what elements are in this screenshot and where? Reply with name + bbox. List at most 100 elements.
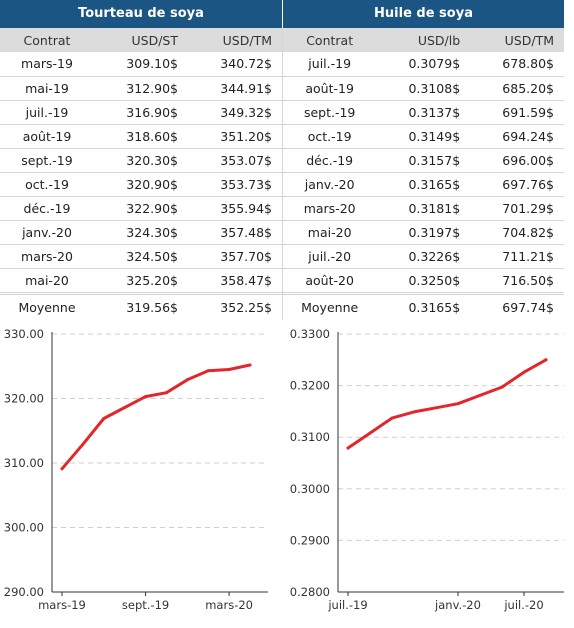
column-header: USD/ST: [94, 28, 188, 52]
contract-cell: juil.-19: [0, 100, 94, 125]
table-row: mars-20 324.50$ 357.70$: [0, 244, 282, 269]
price-cell: 357.70$: [188, 244, 282, 269]
x-tick-label: janv.-20: [434, 598, 481, 612]
table-row: mai-20 0.3197$ 704.82$: [282, 220, 564, 245]
x-tick-label: juil.-20: [503, 598, 543, 612]
y-tick-label: 0.3100: [290, 430, 330, 444]
contract-cell: août-19: [282, 76, 377, 101]
column-header: Contrat: [282, 28, 377, 52]
price-cell: 0.3181$: [376, 196, 471, 221]
table-row: août-19 318.60$ 351.20$: [0, 124, 282, 149]
table-row: juil.-19 0.3079$ 678.80$: [282, 52, 564, 77]
table-row: juil.-20 0.3226$ 711.21$: [282, 244, 564, 269]
price-cell: 711.21$: [470, 244, 564, 269]
price-cell: 716.50$: [470, 268, 564, 293]
contract-cell: mai-20: [0, 268, 94, 293]
table-row: juil.-19 316.90$ 349.32$: [0, 100, 282, 125]
table-row: mai-19 312.90$ 344.91$: [0, 76, 282, 101]
price-cell: 309.10$: [94, 52, 188, 77]
price-cell: 351.20$: [188, 124, 282, 149]
soyoil-chart-svg: 0.2800 0.2900 0.3000 0.3100 0.3200 0.3300 juil…: [290, 327, 564, 612]
y-tick-label: 0.2900: [290, 533, 330, 547]
price-cell: 320.30$: [94, 148, 188, 173]
price-cell: 344.91$: [188, 76, 282, 101]
price-cell: 358.47$: [188, 268, 282, 293]
series-line: [346, 358, 548, 450]
price-cell: 322.90$: [94, 196, 188, 221]
table-row: déc.-19 322.90$ 355.94$: [0, 196, 282, 221]
contract-cell: mars-20: [0, 244, 94, 269]
table-row: oct.-19 320.90$ 353.73$: [0, 172, 282, 197]
soymeal-title: Tourteau de soya: [0, 0, 282, 28]
table-row: mars-20 0.3181$ 701.29$: [282, 196, 564, 221]
contract-cell: juil.-19: [282, 52, 377, 77]
y-tick-label: 320.00: [4, 392, 44, 406]
contract-cell: août-20: [282, 268, 377, 293]
contract-cell: mars-19: [0, 52, 94, 77]
soymeal-chart-svg: 290.00 300.00 310.00 320.00 330.00 mars-19 sep…: [4, 327, 268, 612]
price-cell: 0.3165$: [376, 172, 471, 197]
price-cell: 0.3250$: [376, 268, 471, 293]
price-cell: 349.32$: [188, 100, 282, 125]
soyoil-title: Huile de soya: [283, 0, 564, 28]
price-cell: 696.00$: [470, 148, 564, 173]
price-cell: 340.72$: [188, 52, 282, 77]
contract-cell: oct.-19: [0, 172, 94, 197]
data-point: [500, 385, 504, 389]
x-tick-label: juil.-19: [327, 598, 367, 612]
price-cell: 691.59$: [470, 100, 564, 125]
average-value: 319.56$: [126, 299, 178, 315]
data-point: [544, 358, 548, 362]
x-tick-label: mars-20: [205, 598, 253, 612]
data-point: [522, 370, 526, 374]
column-header: USD/TM: [188, 28, 282, 52]
price-cell: 694.24$: [470, 124, 564, 149]
price-cell: 357.48$: [188, 220, 282, 245]
soymeal-table: Contrat USD/ST USD/TM mars-19 309.10$ 340.…: [0, 28, 282, 320]
price-cell: 701.29$: [470, 196, 564, 221]
price-cell: 685.20$: [470, 76, 564, 101]
table-row: sept.-19 0.3137$ 691.59$: [282, 100, 564, 125]
data-point: [368, 431, 372, 435]
price-cell: 324.30$: [94, 220, 188, 245]
price-cell: 0.3226$: [376, 244, 471, 269]
soyoil-line-chart: 0.2800 0.2900 0.3000 0.3100 0.3200 0.3300 juil…: [282, 316, 574, 628]
data-point: [60, 467, 64, 471]
y-tick-label: 290.00: [4, 585, 44, 599]
contract-cell: déc.-19: [282, 148, 377, 173]
average-value: 697.74$: [502, 299, 554, 315]
y-tick-label: 310.00: [4, 456, 44, 470]
x-tick-label: mars-19: [38, 598, 86, 612]
data-point: [185, 378, 189, 382]
data-point: [434, 406, 438, 410]
y-tick-label: 0.3300: [290, 327, 330, 341]
contract-cell: août-19: [0, 124, 94, 149]
contract-cell: mai-20: [282, 220, 377, 245]
average-row: Moyenne 319.56$ 352.25$: [0, 294, 282, 320]
data-point: [478, 393, 482, 397]
average-label: Moyenne: [301, 299, 359, 315]
series-line: [60, 363, 252, 471]
table-header-row: Contrat USD/ST USD/TM: [0, 28, 282, 52]
price-cell: 316.90$: [94, 100, 188, 125]
row-divider: [282, 292, 564, 295]
data-point: [102, 416, 106, 420]
soyoil-table: Contrat USD/lb USD/TM juil.-19 0.3079$ 678…: [282, 28, 564, 320]
price-cell: 355.94$: [188, 196, 282, 221]
y-tick-label: 300.00: [4, 521, 44, 535]
price-cell: 0.3079$: [376, 52, 471, 77]
data-point: [456, 402, 460, 406]
soymeal-panel: Tourteau de soya Contrat USD/ST USD/TM m…: [0, 0, 282, 320]
y-tick-label: 0.2800: [290, 585, 330, 599]
price-cell: 325.20$: [94, 268, 188, 293]
contract-cell: juil.-20: [282, 244, 377, 269]
price-cell: 318.60$: [94, 124, 188, 149]
row-divider: [0, 292, 282, 295]
contract-cell: sept.-19: [282, 100, 377, 125]
average-row: Moyenne 0.3165$ 697.74$: [283, 294, 565, 320]
contract-cell: oct.-19: [282, 124, 377, 149]
price-cell: 0.3108$: [376, 76, 471, 101]
average-value: 0.3165$: [408, 299, 461, 315]
table-row: oct.-19 0.3149$ 694.24$: [282, 124, 564, 149]
data-point: [227, 367, 231, 371]
